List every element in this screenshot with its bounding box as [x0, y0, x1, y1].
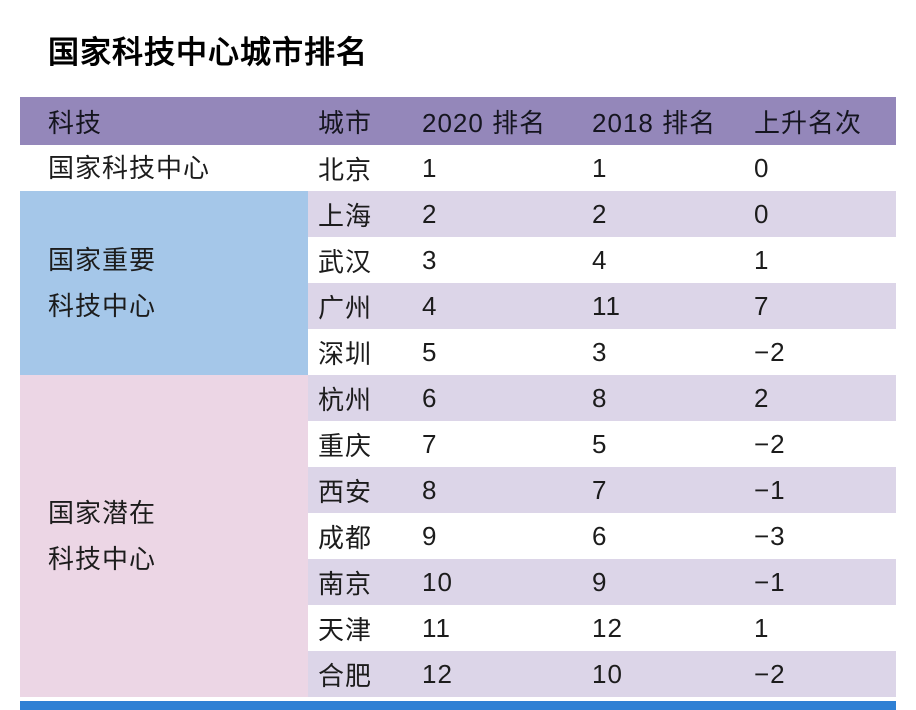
city-cell: 成都 [318, 522, 373, 553]
rank-2018-cell: 7 [582, 467, 744, 513]
change-cell: −2 [744, 651, 896, 697]
rank-2018-cell: 8 [582, 375, 744, 421]
table-row: 南京 10 9 −1 [20, 559, 896, 605]
table-row: 广州 4 11 7 [20, 283, 896, 329]
city-cell: 广州 [308, 283, 412, 329]
footer-accent-bar [20, 701, 896, 710]
table-row: 成都 9 6 −3 [20, 513, 896, 559]
group-label-line: 国家潜在 [48, 498, 157, 528]
rank-2020-cell: 4 [412, 283, 582, 329]
rank-2020-cell: 10 [412, 559, 582, 605]
change-cell: −1 [744, 467, 896, 513]
change-cell: −2 [754, 336, 786, 367]
table-row: 西安 8 7 −1 [20, 467, 896, 513]
rank-2020-cell: 3 [422, 244, 438, 275]
city-cell: 深圳 [318, 338, 373, 369]
header-row: 科技 城市 2020 排名 2018 排名 上升名次 [20, 97, 896, 145]
city-cell: 南京 [308, 559, 412, 605]
column-header-2018: 2018 排名 [592, 107, 717, 138]
table-row: 武汉 3 4 1 [20, 237, 896, 283]
table-row: 合肥 12 10 −2 [20, 651, 896, 697]
city-cell: 天津 [318, 614, 373, 645]
rank-2020-cell: 6 [412, 375, 582, 421]
column-header-tech: 科技 [48, 107, 103, 138]
rank-2018-cell: 3 [592, 336, 608, 367]
column-header-2020: 2020 排名 [422, 107, 547, 138]
group-label-line: 科技中心 [48, 291, 157, 321]
table-row: 重庆 7 5 −2 [20, 421, 896, 467]
column-header-change: 上升名次 [754, 107, 863, 138]
rank-2020-cell: 5 [422, 336, 438, 367]
city-cell: 上海 [308, 191, 412, 237]
change-cell: −3 [754, 520, 786, 551]
change-cell: 2 [744, 375, 896, 421]
rank-2020-cell: 8 [412, 467, 582, 513]
city-cell: 武汉 [318, 246, 373, 277]
group-label-line: 国家科技中心 [48, 153, 211, 183]
rank-2018-cell: 5 [592, 428, 608, 459]
group-label-potential: 国家潜在 科技中心 [20, 375, 308, 697]
rank-2018-cell: 10 [582, 651, 744, 697]
city-cell: 北京 [318, 154, 373, 185]
rank-2018-cell: 12 [592, 612, 623, 643]
group-label-national-center: 国家科技中心 [20, 145, 308, 191]
rank-2018-cell: 4 [592, 244, 608, 275]
column-header-city: 城市 [318, 107, 373, 138]
rank-2020-cell: 1 [422, 152, 438, 183]
table-row: 国家科技中心 北京 1 1 0 [20, 145, 896, 191]
change-cell: 0 [754, 152, 770, 183]
rank-2020-cell: 7 [422, 428, 438, 459]
city-cell: 西安 [308, 467, 412, 513]
table-row: 国家重要 科技中心 上海 2 2 0 [20, 191, 896, 375]
table-row: 天津 11 12 1 [20, 605, 896, 651]
group-label-line: 科技中心 [48, 544, 157, 574]
city-cell: 合肥 [308, 651, 412, 697]
group-label-important: 国家重要 科技中心 [20, 191, 308, 375]
rank-2020-cell: 12 [412, 651, 582, 697]
rank-2018-cell: 6 [592, 520, 608, 551]
rank-2018-cell: 11 [582, 283, 744, 329]
rank-2018-cell: 9 [582, 559, 744, 605]
rank-2020-cell: 2 [412, 191, 582, 237]
page-title: 国家科技中心城市排名 [48, 35, 368, 70]
rank-2018-cell: 2 [582, 191, 744, 237]
change-cell: 7 [744, 283, 896, 329]
group-label-line: 国家重要 [48, 245, 157, 275]
change-cell: 1 [754, 244, 770, 275]
change-cell: −1 [744, 559, 896, 605]
change-cell: 1 [754, 612, 770, 643]
table-row: 深圳 5 3 −2 [20, 329, 896, 375]
change-cell: 0 [744, 191, 896, 237]
ranking-table: 科技 城市 2020 排名 2018 排名 上升名次 国家科技中心 北京 1 1… [20, 97, 896, 697]
rank-2020-cell: 9 [422, 520, 438, 551]
city-cell: 重庆 [318, 430, 373, 461]
change-cell: −2 [754, 428, 786, 459]
rank-2018-cell: 1 [592, 152, 608, 183]
rank-2020-cell: 11 [422, 612, 451, 643]
city-cell: 杭州 [308, 375, 412, 421]
table-row: 国家潜在 科技中心 杭州 6 8 2 [20, 375, 896, 697]
